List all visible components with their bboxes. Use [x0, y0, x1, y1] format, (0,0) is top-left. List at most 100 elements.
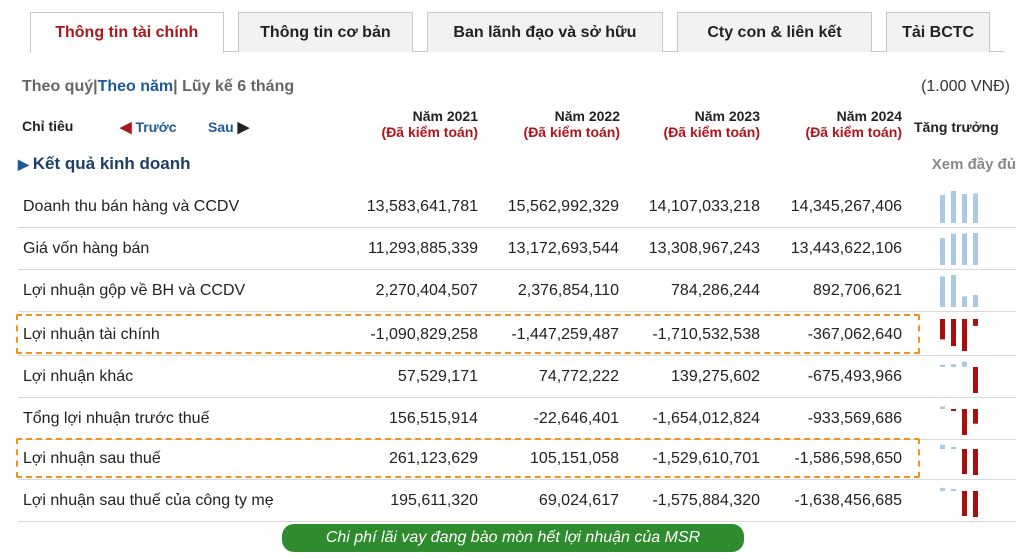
triangle-right-icon: ▶ — [237, 119, 250, 136]
growth-bar — [940, 195, 945, 223]
row-value: 139,275,602 — [671, 368, 760, 385]
triangle-left-icon: ◀ — [120, 119, 132, 136]
row-value: 15,562,992,329 — [507, 198, 619, 215]
growth-bar — [973, 193, 978, 223]
growth-bar — [962, 296, 967, 307]
growth-bar — [951, 447, 956, 449]
column-status: (Đã kiểm toán) — [523, 124, 620, 140]
growth-mini-chart — [940, 361, 978, 393]
row-value: -1,575,884,320 — [652, 492, 760, 509]
prev-button[interactable]: ◀ Trước — [120, 118, 177, 136]
row-value: -22,646,401 — [533, 410, 619, 427]
column-header-2024: Năm 2024 (Đã kiểm toán) — [762, 108, 902, 140]
growth-header: Tăng trưởng — [914, 119, 999, 135]
growth-bar — [940, 444, 945, 449]
next-button[interactable]: Sau ▶ — [208, 118, 249, 136]
growth-bar — [951, 319, 956, 347]
row-value: 2,376,854,110 — [517, 282, 619, 299]
growth-mini-chart — [940, 406, 978, 435]
tab-bar: Thông tin tài chính Thông tin cơ bản Ban… — [30, 12, 1004, 53]
row-value: -1,638,456,685 — [794, 492, 902, 509]
growth-bar — [973, 233, 978, 265]
growth-bar — [951, 233, 956, 265]
growth-bar — [973, 449, 978, 475]
column-status: (Đã kiểm toán) — [805, 124, 902, 140]
tab-management-ownership[interactable]: Ban lãnh đạo và sở hữu — [427, 12, 663, 52]
view-all-link[interactable]: Xem đầy đủ — [931, 156, 1016, 173]
growth-mini-chart — [940, 319, 978, 351]
tab-basic-info[interactable]: Thông tin cơ bản — [237, 12, 414, 52]
row-value: 14,107,033,218 — [648, 198, 760, 215]
growth-mini-chart — [940, 444, 978, 475]
growth-bar — [940, 319, 945, 340]
growth-bar — [951, 275, 956, 307]
row-value: 13,583,641,781 — [366, 198, 478, 215]
row-value: -1,586,598,650 — [794, 450, 902, 467]
row-label: Lợi nhuận khác — [23, 368, 134, 385]
row-value: 195,611,320 — [390, 492, 478, 509]
column-year: Năm 2024 — [836, 108, 902, 124]
column-year: Năm 2021 — [412, 108, 478, 124]
row-value: 105,151,058 — [530, 450, 619, 467]
row-label: Lợi nhuận sau thuế của công ty mẹ — [23, 492, 274, 509]
growth-bar — [962, 193, 967, 223]
table-row: Lợi nhuận gộp về BH và CCDV 2,270,404,507… — [18, 270, 1016, 312]
growth-mini-chart — [940, 191, 978, 223]
growth-bar — [962, 233, 967, 265]
growth-bar — [940, 238, 945, 265]
row-value: 13,172,693,544 — [507, 240, 619, 257]
row-value: 784,286,244 — [671, 282, 760, 299]
growth-bar — [940, 406, 945, 409]
row-value: 14,345,267,406 — [790, 198, 902, 215]
growth-bar — [973, 409, 978, 424]
row-label: Lợi nhuận gộp về BH và CCDV — [23, 282, 246, 299]
row-value: 69,024,617 — [538, 492, 619, 509]
section-business-results[interactable]: ▶ Kết quả kinh doanh Xem đầy đủ — [18, 154, 1016, 180]
tab-download-reports[interactable]: Tải BCTC — [886, 12, 990, 52]
tab-subsidiaries[interactable]: Cty con & liên kết — [676, 12, 873, 52]
indicator-header: Chỉ tiêu — [22, 118, 74, 134]
row-value: -1,090,829,258 — [370, 326, 478, 343]
column-year: Năm 2022 — [554, 108, 620, 124]
period-year-link[interactable]: Theo năm — [97, 78, 174, 95]
growth-bar — [962, 361, 967, 367]
row-value: -1,529,610,701 — [652, 450, 760, 467]
column-status: (Đã kiểm toán) — [381, 124, 478, 140]
period-separator: | — [93, 78, 98, 95]
growth-bar — [951, 489, 956, 491]
row-value: 74,772,222 — [538, 368, 619, 385]
growth-mini-chart — [940, 275, 978, 307]
row-value: -933,569,686 — [807, 410, 902, 427]
table-row: Lợi nhuận sau thuế của công ty mẹ 195,611… — [18, 480, 1016, 522]
section-title: Kết quả kinh doanh — [32, 154, 191, 173]
table-row: Tổng lợi nhuận trước thuế 156,515,914 -22,… — [18, 398, 1016, 440]
column-header-2022: Năm 2022 (Đã kiểm toán) — [480, 108, 620, 140]
tab-financial-info[interactable]: Thông tin tài chính — [30, 12, 224, 53]
period-quarter-link[interactable]: Theo quý — [22, 78, 94, 95]
table-row: Doanh thu bán hàng và CCDV 13,583,641,781… — [18, 186, 1016, 228]
period-ytd-link[interactable]: Lũy kế 6 tháng — [177, 78, 295, 95]
table-row: Lợi nhuận tài chính -1,090,829,258 -1,447,… — [18, 314, 1016, 356]
growth-mini-chart — [940, 233, 978, 265]
row-value: -367,062,640 — [807, 326, 902, 343]
column-status: (Đã kiểm toán) — [663, 124, 760, 140]
next-label: Sau — [208, 119, 234, 135]
growth-bar — [973, 319, 978, 326]
row-label: Lợi nhuận sau thuế — [23, 450, 161, 467]
table-row: Lợi nhuận sau thuế 261,123,629 105,151,058… — [18, 438, 1016, 480]
growth-bar — [973, 491, 978, 517]
row-label: Giá vốn hàng bán — [23, 240, 150, 257]
row-value: 57,529,171 — [397, 368, 478, 385]
growth-bar — [940, 364, 945, 367]
row-value: -1,654,012,824 — [652, 410, 760, 427]
period-separator: | — [173, 78, 178, 95]
growth-bar — [962, 449, 967, 475]
row-value: 13,308,967,243 — [648, 240, 760, 257]
growth-bar — [940, 487, 945, 491]
growth-bar — [962, 491, 967, 517]
triangle-right-icon: ▶ — [18, 156, 29, 172]
caption-banner: Chi phí lãi vay đang bào mòn hết lợi nhu… — [282, 524, 744, 552]
growth-bar — [973, 294, 978, 307]
row-value: 11,293,885,339 — [367, 240, 478, 257]
row-value: -1,710,532,538 — [652, 326, 760, 343]
